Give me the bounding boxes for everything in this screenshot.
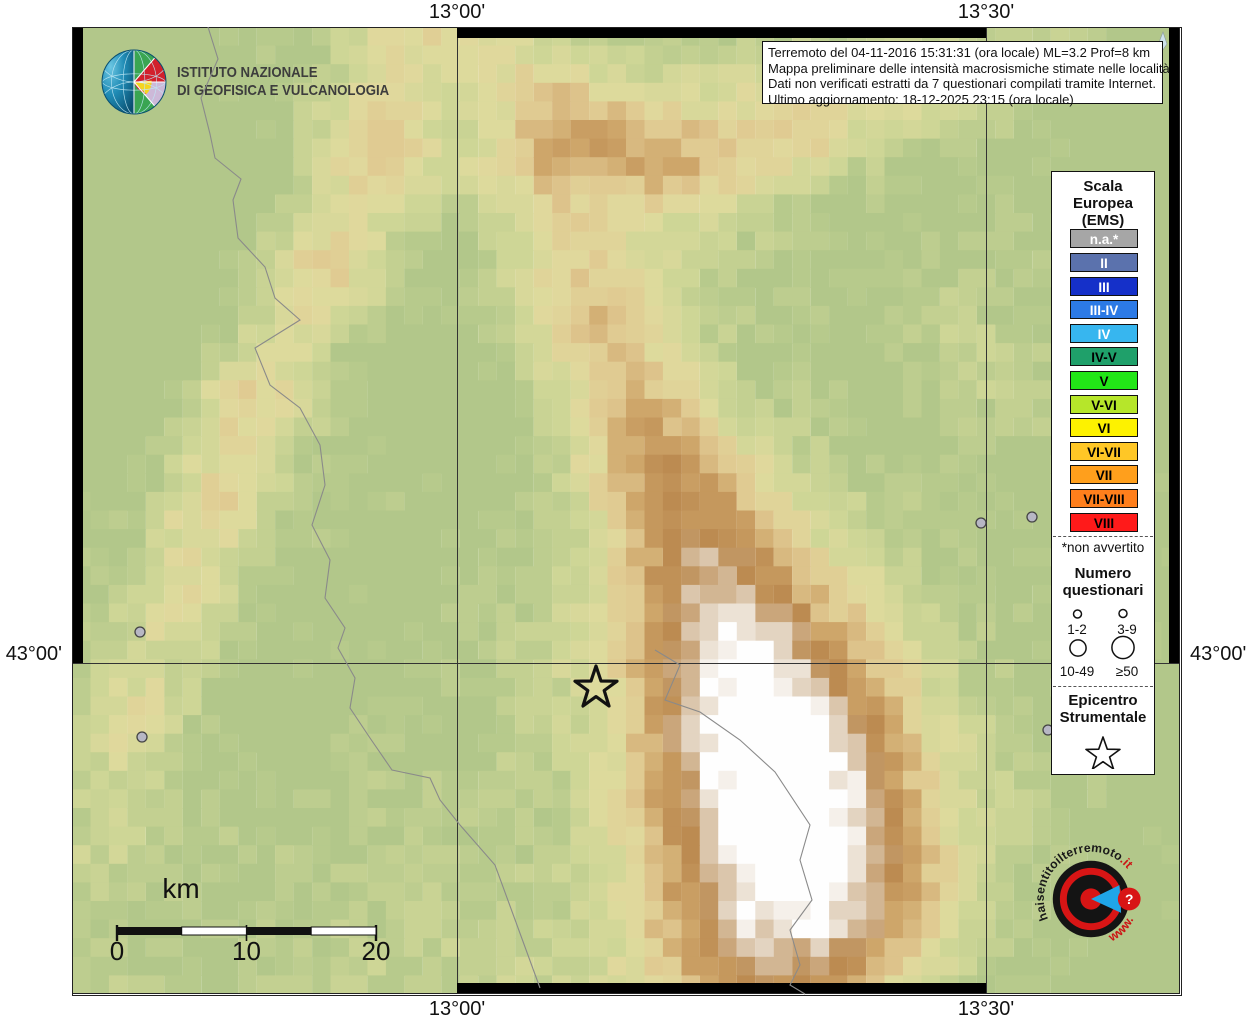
svg-text:0: 0 (110, 936, 124, 966)
svg-text:20: 20 (362, 936, 391, 966)
svg-text:10: 10 (232, 936, 261, 966)
